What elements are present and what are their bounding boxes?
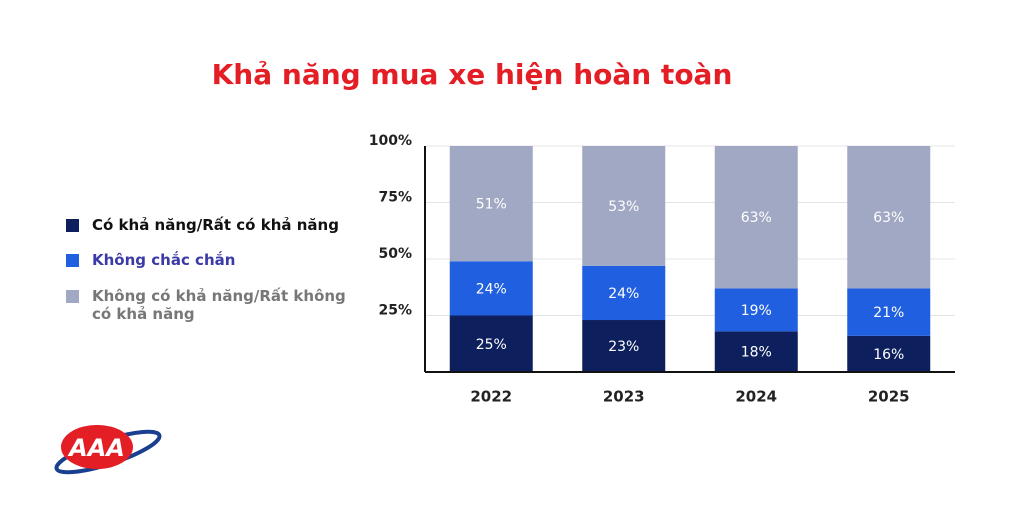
value-label: 24% [608, 286, 639, 302]
y-tick-label: 75% [378, 190, 412, 206]
value-label: 24% [476, 281, 507, 297]
bar-segment [847, 288, 931, 336]
bar-segment [714, 146, 798, 289]
bar-segment [847, 146, 931, 289]
y-tick-label: 100% [369, 133, 412, 149]
x-tick-label: 2024 [735, 388, 777, 406]
bar-segment [582, 146, 666, 266]
x-tick-label: 2025 [868, 388, 910, 406]
value-label: 23% [608, 339, 639, 355]
bar-segment [582, 320, 666, 372]
legend-swatch [66, 219, 79, 232]
legend-label: Có khả năng/Rất có khả năng [92, 216, 339, 234]
x-tick-label: 2023 [603, 388, 645, 406]
legend-label: Không có khả năng/Rất không có khả năng [92, 287, 346, 323]
bar-segment [449, 146, 533, 262]
legend-item: Không chắc chắn [66, 251, 356, 269]
legend-swatch [66, 254, 79, 267]
legend-swatch [66, 290, 79, 303]
legend-item: Có khả năng/Rất có khả năng [66, 216, 356, 234]
legend-item: Không có khả năng/Rất không có khả năng [66, 287, 356, 323]
bar-segment [714, 331, 798, 372]
bar-segment [714, 288, 798, 332]
value-label: 16% [873, 347, 904, 363]
value-label: 53% [608, 199, 639, 215]
bar-segment [449, 315, 533, 372]
value-label: 25% [476, 337, 507, 353]
logo-oval [61, 425, 133, 469]
value-label: 63% [741, 210, 772, 226]
logo: AAA [54, 425, 162, 475]
bar-segment [847, 335, 931, 372]
value-label: 63% [873, 210, 904, 226]
bar-segment [582, 265, 666, 321]
y-tick-label: 50% [378, 246, 412, 262]
value-label: 21% [873, 305, 904, 321]
x-tick-label: 2022 [470, 388, 512, 406]
logo-text: AAA [67, 434, 125, 462]
value-label: 51% [476, 197, 507, 213]
y-tick-label: 25% [378, 303, 412, 319]
value-label: 18% [741, 345, 772, 361]
chart-title: Khả năng mua xe hiện hoàn toàn [212, 58, 733, 91]
legend-label: Không chắc chắn [92, 251, 236, 269]
value-label: 19% [741, 303, 772, 319]
bar-segment [449, 261, 533, 316]
